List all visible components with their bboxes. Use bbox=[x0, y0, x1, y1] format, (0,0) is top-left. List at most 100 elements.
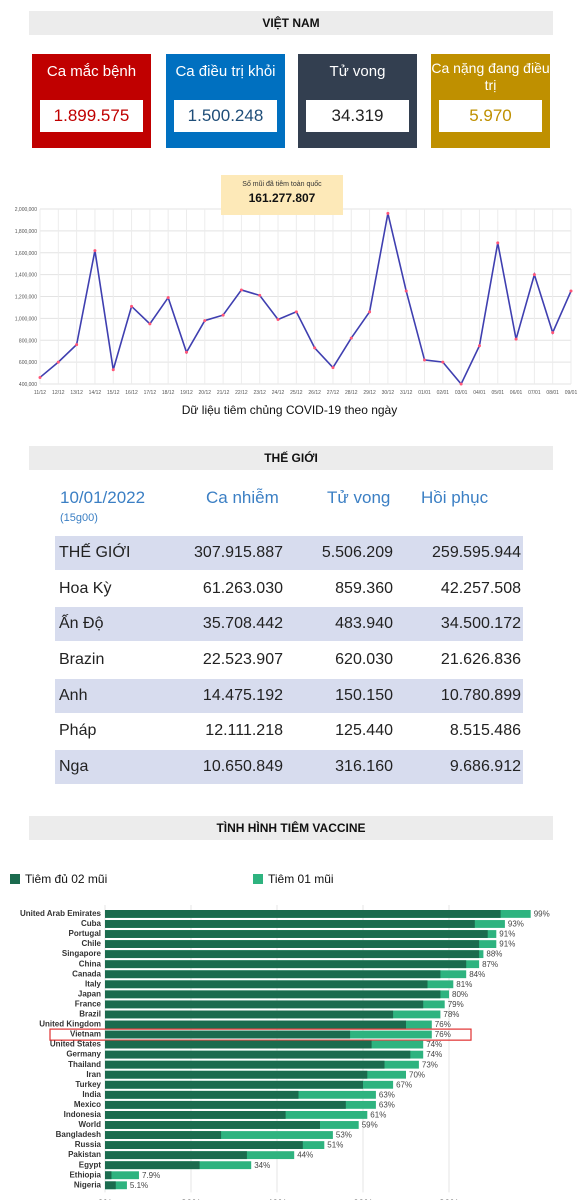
stat-deaths-label: Tử vong bbox=[329, 63, 386, 80]
category-label: United States bbox=[50, 1040, 102, 1049]
row-deaths: 5.506.209 bbox=[321, 544, 393, 561]
row-cases: 61.263.030 bbox=[202, 580, 283, 597]
table-row: Hoa Kỳ 61.263.030 859.360 42.257.508 bbox=[55, 572, 523, 606]
row-deaths: 125.440 bbox=[335, 722, 393, 739]
x-tick-label: 29/12 bbox=[363, 390, 376, 396]
x-tick-label: 01/01 bbox=[418, 390, 431, 396]
row-cases: 22.523.907 bbox=[202, 651, 283, 668]
category-label: Iran bbox=[86, 1070, 101, 1079]
category-label: United Arab Emirates bbox=[20, 909, 102, 918]
stat-critical-value: 5.970 bbox=[439, 100, 542, 132]
x-tick-label: 02/01 bbox=[437, 390, 450, 396]
data-point bbox=[203, 319, 207, 323]
category-label: Japan bbox=[78, 989, 101, 998]
data-point bbox=[459, 382, 463, 386]
category-label: Indonesia bbox=[64, 1110, 102, 1119]
row-cases: 14.475.192 bbox=[202, 687, 283, 704]
table-row: Anh 14.475.192 150.150 10.780.899 bbox=[55, 679, 523, 713]
data-point bbox=[258, 293, 262, 297]
row-name: Brazin bbox=[59, 651, 105, 668]
total-doses-value: 161.277.807 bbox=[248, 191, 316, 205]
x-tick-label: 23/12 bbox=[253, 390, 266, 396]
data-label: 87% bbox=[482, 960, 498, 969]
data-label: 63% bbox=[379, 1090, 395, 1099]
bar-fully-vaccinated bbox=[105, 1141, 303, 1149]
x-tick-label: 16/12 bbox=[125, 390, 138, 396]
category-label: United Kingdom bbox=[39, 1020, 101, 1029]
y-tick-label: 800,000 bbox=[19, 338, 37, 344]
data-label: 74% bbox=[426, 1040, 442, 1049]
bar-one-dose bbox=[105, 1171, 139, 1180]
category-label: Bangladesh bbox=[56, 1130, 101, 1139]
data-label: 51% bbox=[327, 1141, 343, 1150]
data-point bbox=[514, 337, 518, 341]
x-tick-label: 11/12 bbox=[34, 390, 46, 396]
bar-fully-vaccinated bbox=[105, 1070, 368, 1079]
category-label: Russia bbox=[75, 1140, 102, 1149]
x-tick-label: 05/01 bbox=[492, 390, 505, 396]
data-point bbox=[404, 289, 408, 293]
x-tick-label: 18/12 bbox=[162, 390, 175, 396]
bar-fully-vaccinated bbox=[105, 1090, 299, 1099]
data-point bbox=[75, 343, 79, 347]
bar-fully-vaccinated bbox=[105, 1030, 351, 1039]
category-label: Singapore bbox=[62, 949, 102, 958]
data-point bbox=[56, 360, 60, 364]
row-recovered: 10.780.899 bbox=[440, 687, 521, 704]
data-point bbox=[386, 211, 390, 215]
row-name: Anh bbox=[59, 687, 88, 704]
data-point bbox=[477, 344, 481, 348]
bar-fully-vaccinated bbox=[105, 930, 488, 938]
bar-fully-vaccinated bbox=[105, 1100, 346, 1109]
data-point bbox=[349, 336, 353, 340]
data-label: 88% bbox=[486, 950, 502, 959]
bar-fully-vaccinated bbox=[105, 1000, 424, 1009]
table-row: Ấn Độ 35.708.442 483.940 34.500.172 bbox=[55, 607, 523, 641]
row-name: Pháp bbox=[59, 722, 97, 739]
category-label: Canada bbox=[72, 969, 101, 978]
legend-full: Tiêm đủ 02 mũi bbox=[10, 872, 107, 886]
bar-fully-vaccinated bbox=[105, 910, 501, 918]
data-label: 67% bbox=[396, 1080, 412, 1089]
category-label: India bbox=[82, 1090, 101, 1099]
row-cases: 307.915.887 bbox=[194, 544, 283, 561]
data-label: 5.1% bbox=[130, 1181, 148, 1190]
data-point bbox=[38, 375, 42, 379]
total-doses-badge: Số mũi đã tiêm toàn quốc 161.277.807 bbox=[221, 175, 343, 215]
x-tick-label: 26/12 bbox=[308, 390, 321, 396]
y-tick-label: 1,000,000 bbox=[15, 316, 37, 322]
data-label: 91% bbox=[499, 940, 515, 949]
bar-one-dose bbox=[105, 1181, 127, 1190]
y-tick-label: 1,800,000 bbox=[15, 229, 37, 235]
row-name: Hoa Kỳ bbox=[59, 580, 112, 597]
x-tick-label: 08/01 bbox=[546, 390, 559, 396]
x-tick-label: 0% bbox=[98, 1198, 113, 1200]
highlight-box bbox=[49, 1028, 472, 1041]
data-point bbox=[166, 296, 170, 300]
row-deaths: 316.160 bbox=[335, 758, 393, 775]
row-deaths: 483.940 bbox=[335, 615, 393, 632]
series-line bbox=[39, 213, 572, 386]
table-row: Nga 10.650.849 316.160 9.686.912 bbox=[55, 750, 523, 784]
bar-fully-vaccinated bbox=[105, 1161, 200, 1170]
x-tick-label: 13/12 bbox=[70, 390, 83, 396]
data-label: 44% bbox=[297, 1151, 313, 1160]
x-tick-label: 09/01 bbox=[565, 390, 578, 396]
x-tick-label: 40% bbox=[267, 1198, 287, 1200]
row-cases: 10.650.849 bbox=[202, 758, 283, 775]
data-point bbox=[148, 322, 152, 326]
category-label: World bbox=[78, 1120, 101, 1129]
category-label: Thailand bbox=[68, 1060, 101, 1069]
row-name: Nga bbox=[59, 758, 89, 775]
row-recovered: 34.500.172 bbox=[440, 615, 521, 632]
stat-cases-label: Ca mắc bệnh bbox=[46, 63, 137, 80]
col-cases-header: Ca nhiễm bbox=[206, 488, 279, 507]
data-point bbox=[130, 304, 134, 308]
stat-recovered-label: Ca điều trị khỏi bbox=[175, 63, 276, 80]
data-point bbox=[331, 366, 335, 370]
bar-fully-vaccinated bbox=[105, 960, 467, 969]
x-tick-label: 80% bbox=[439, 1198, 459, 1200]
data-point bbox=[221, 313, 225, 317]
category-label: Vietnam bbox=[70, 1030, 101, 1039]
x-tick-label: 31/12 bbox=[400, 390, 413, 396]
